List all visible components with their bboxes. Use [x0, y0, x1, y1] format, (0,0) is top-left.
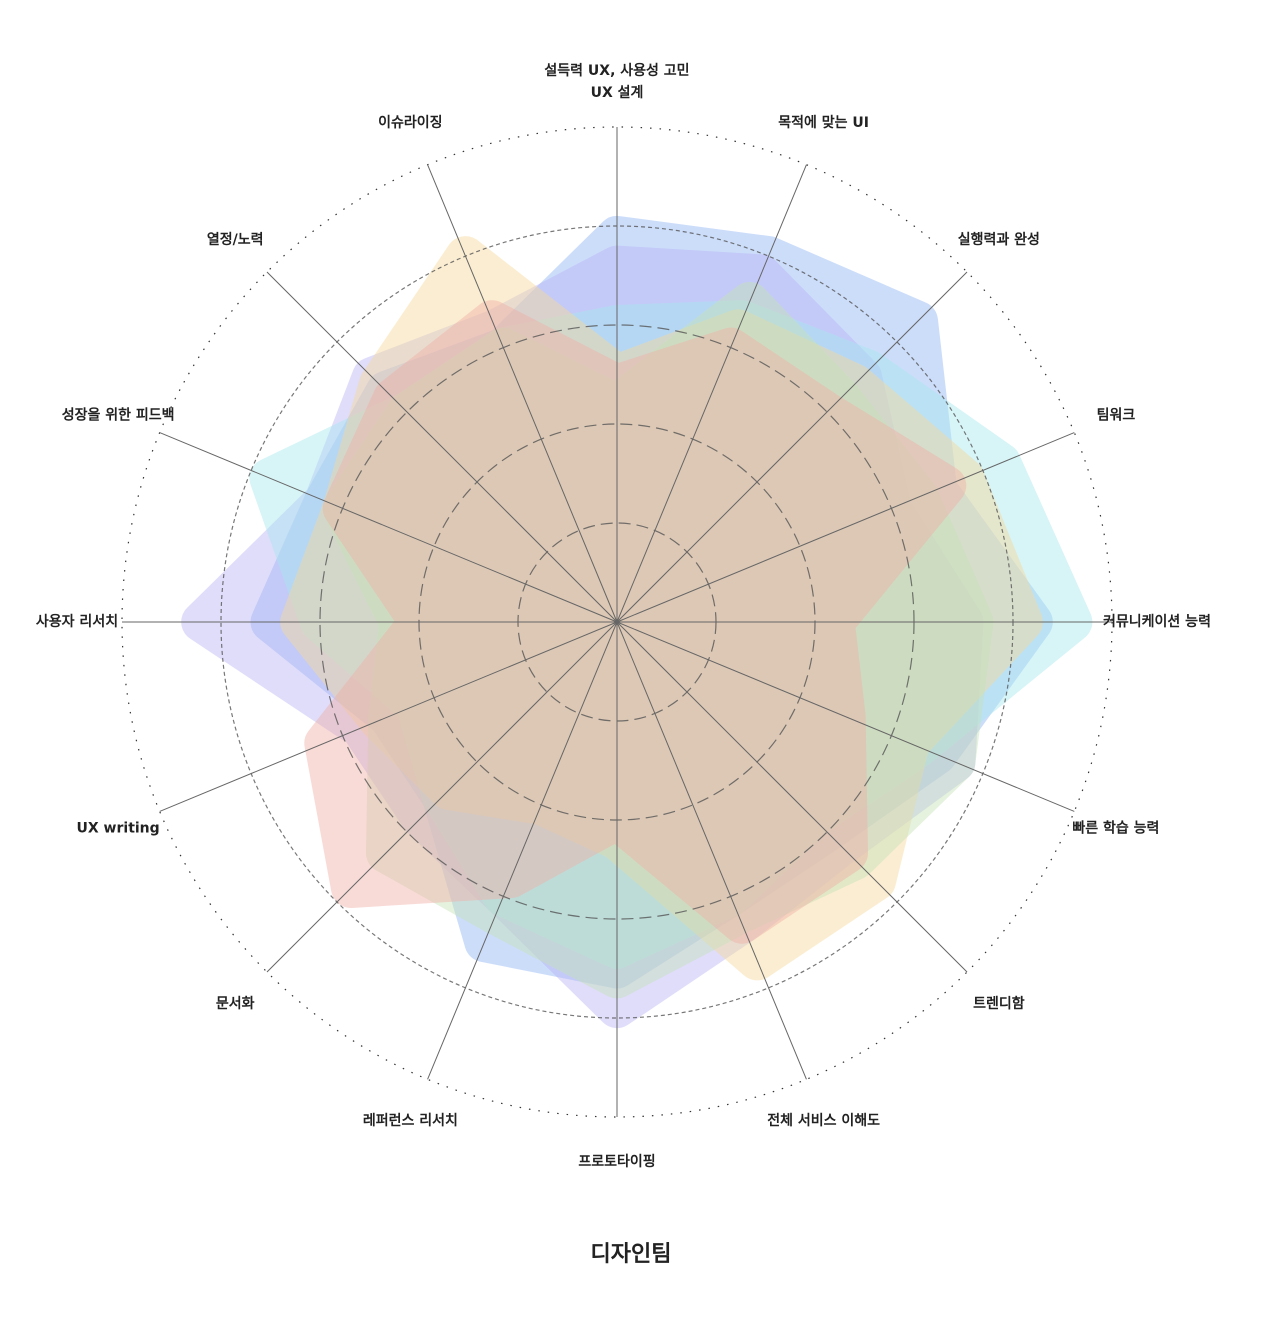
axis-spoke: [427, 164, 618, 623]
axis-label: 열정/노력: [207, 231, 264, 248]
axis-label: 트렌디함: [973, 995, 1025, 1012]
axis-spoke: [159, 621, 618, 812]
axis-spoke: [427, 621, 618, 1080]
axis-label: 프로토타이핑: [578, 1153, 655, 1170]
axis-label: 문서화: [216, 996, 255, 1012]
axis-label: 빠른 학습 능력: [1072, 821, 1159, 837]
axis-label: 목적에 맞는 UI: [778, 114, 869, 131]
axis-label: 전체 서비스 이해도: [767, 1112, 880, 1129]
chart-title: 디자인팀: [591, 1242, 672, 1267]
axis-label: UX 설계: [591, 85, 644, 101]
axis-label: 사용자 리서치: [36, 614, 118, 630]
axis-label: UX writing: [77, 821, 160, 837]
axis-label: 성장을 위한 피드백: [62, 406, 175, 423]
axis-spoke: [616, 621, 807, 1080]
axis-label: 팀워크: [1097, 407, 1136, 423]
axis-label: 커뮤니케이션 능력: [1103, 613, 1211, 630]
axis-spoke: [266, 271, 618, 623]
axis-spoke: [159, 432, 618, 623]
axis-label: 이슈라이징: [378, 114, 442, 131]
axis-spoke: [616, 621, 1075, 812]
axis-label: 설득력 UX, 사용성 고민: [544, 62, 689, 79]
axis-spoke: [616, 164, 807, 623]
axis-spoke: [616, 621, 968, 973]
axis-label: 레퍼런스 리서치: [363, 1112, 458, 1129]
axis-spoke: [616, 432, 1075, 623]
axis-spoke: [266, 621, 618, 973]
axis-label: 실행력과 완성: [958, 232, 1040, 248]
axis-spoke: [616, 271, 968, 623]
